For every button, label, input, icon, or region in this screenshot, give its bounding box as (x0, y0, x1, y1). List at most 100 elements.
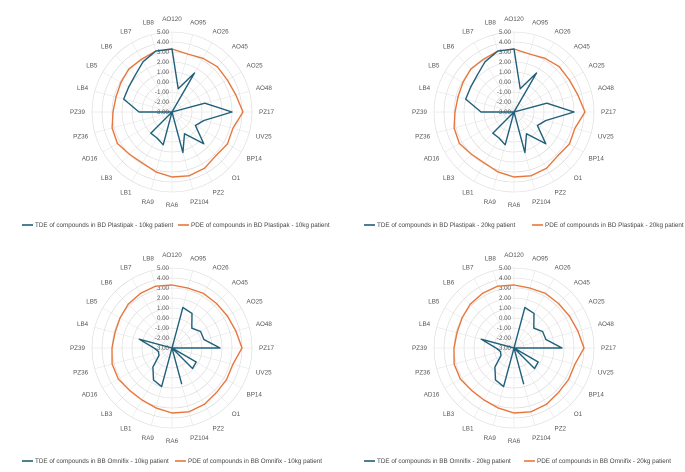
category-label: RA6 (508, 438, 521, 445)
category-label: PZ2 (213, 426, 225, 433)
gridline-spoke (115, 347, 173, 405)
category-label: LB3 (443, 175, 455, 182)
tick-label: 4.00 (499, 39, 512, 46)
gridline-spoke (131, 278, 173, 349)
tick-label: -3.00 (155, 345, 170, 352)
category-label: LB3 (101, 411, 113, 418)
tick-label: 1.00 (499, 69, 512, 76)
category-label: RA9 (142, 435, 155, 442)
gridline-spoke (115, 55, 173, 113)
category-label: O1 (574, 411, 583, 418)
gridline-spoke (473, 111, 515, 182)
gridline-spoke (171, 347, 213, 418)
tick-label: 2.00 (157, 295, 170, 302)
gridline-spoke (473, 347, 515, 418)
legend-label: PDE of compounds in BD Plastipak - 10kg … (191, 222, 330, 229)
gridline-spoke (513, 111, 584, 153)
gridline-spoke (444, 347, 515, 389)
tick-label: -2.00 (497, 335, 512, 342)
category-label: O1 (232, 175, 241, 182)
category-label: BP14 (247, 392, 263, 399)
category-label: AO45 (574, 43, 591, 50)
gridline-spoke (115, 291, 173, 349)
category-label: AO45 (574, 279, 591, 286)
tick-label: 5.00 (499, 29, 512, 36)
gridline-spoke (513, 71, 584, 113)
category-label: UV25 (256, 133, 272, 140)
category-label: LB8 (143, 19, 155, 26)
tick-label: 1.00 (157, 69, 170, 76)
category-label: AO48 (598, 85, 615, 92)
category-label: UV25 (598, 369, 614, 376)
tde-series-line (122, 48, 233, 154)
category-label: RA6 (508, 202, 521, 209)
category-label: AO48 (598, 321, 615, 328)
category-label: LB6 (101, 43, 113, 50)
tick-label: 2.00 (157, 59, 170, 66)
tde-series-line (464, 48, 575, 154)
tick-label: -3.00 (497, 345, 512, 352)
gridline-spoke (131, 42, 173, 113)
category-label: AO26 (213, 29, 230, 36)
category-label: PZ2 (213, 190, 225, 197)
category-label: PZ104 (190, 199, 209, 206)
tde-series-line (480, 306, 563, 388)
category-label: LB4 (419, 321, 431, 328)
tick-label: -1.00 (155, 325, 170, 332)
tick-label: 4.00 (499, 275, 512, 282)
category-label: LB5 (86, 299, 98, 306)
category-label: BP14 (589, 392, 605, 399)
gridline-spoke (171, 111, 242, 153)
category-label: LB4 (419, 85, 431, 92)
category-label: LB7 (462, 265, 474, 272)
gridline-spoke (151, 34, 173, 113)
category-label: UV25 (598, 133, 614, 140)
category-label: LB7 (462, 29, 474, 36)
category-label: PZ104 (532, 199, 551, 206)
category-label: AO26 (555, 265, 572, 272)
legend-label: PDE of compounds in BB Omnifix - 20kg pa… (537, 458, 671, 465)
pde-series-line (111, 284, 243, 414)
tick-label: 0.00 (499, 315, 512, 322)
category-label: PZ39 (412, 345, 428, 352)
gridline-spoke (457, 347, 515, 405)
gridline-spoke (131, 347, 173, 418)
tick-label: 1.00 (157, 305, 170, 312)
category-label: AO45 (232, 43, 249, 50)
tick-label: 5.00 (499, 265, 512, 272)
tick-label: 0.00 (499, 79, 512, 86)
tick-label: -2.00 (155, 335, 170, 342)
category-label: PZ36 (73, 369, 89, 376)
category-label: LB7 (120, 265, 132, 272)
category-label: AO48 (256, 85, 273, 92)
gridline-spoke (473, 278, 515, 349)
tick-label: 3.00 (157, 285, 170, 292)
category-label: AO95 (190, 255, 207, 262)
category-label: RA6 (166, 202, 179, 209)
gridline-spoke (171, 55, 229, 113)
tick-label: -2.00 (155, 99, 170, 106)
category-label: O1 (232, 411, 241, 418)
gridline-spoke (171, 34, 193, 113)
category-label: PZ17 (601, 109, 617, 116)
category-label: PZ39 (70, 345, 86, 352)
tick-label: 0.00 (157, 79, 170, 86)
category-label: LB1 (120, 426, 132, 433)
gridline-spoke (436, 91, 515, 113)
tick-label: -1.00 (155, 89, 170, 96)
legend-label: TDE of compounds in BD Plastipak - 10kg … (35, 222, 174, 229)
gridline-spoke (513, 307, 584, 349)
category-label: LB6 (443, 43, 455, 50)
category-label: AO95 (532, 255, 549, 262)
gridline-spoke (171, 307, 242, 349)
category-label: BP14 (247, 156, 263, 163)
tick-label: 2.00 (499, 59, 512, 66)
gridline-spoke (513, 111, 555, 182)
tick-label: 3.00 (499, 285, 512, 292)
gridline-spoke (444, 111, 515, 153)
legend-label: PDE of compounds in BB Omnifix - 10kg pa… (188, 458, 322, 465)
category-label: AD16 (424, 156, 440, 163)
gridline-spoke (102, 347, 173, 389)
gridline-spoke (473, 42, 515, 113)
gridline-spoke (513, 347, 555, 418)
